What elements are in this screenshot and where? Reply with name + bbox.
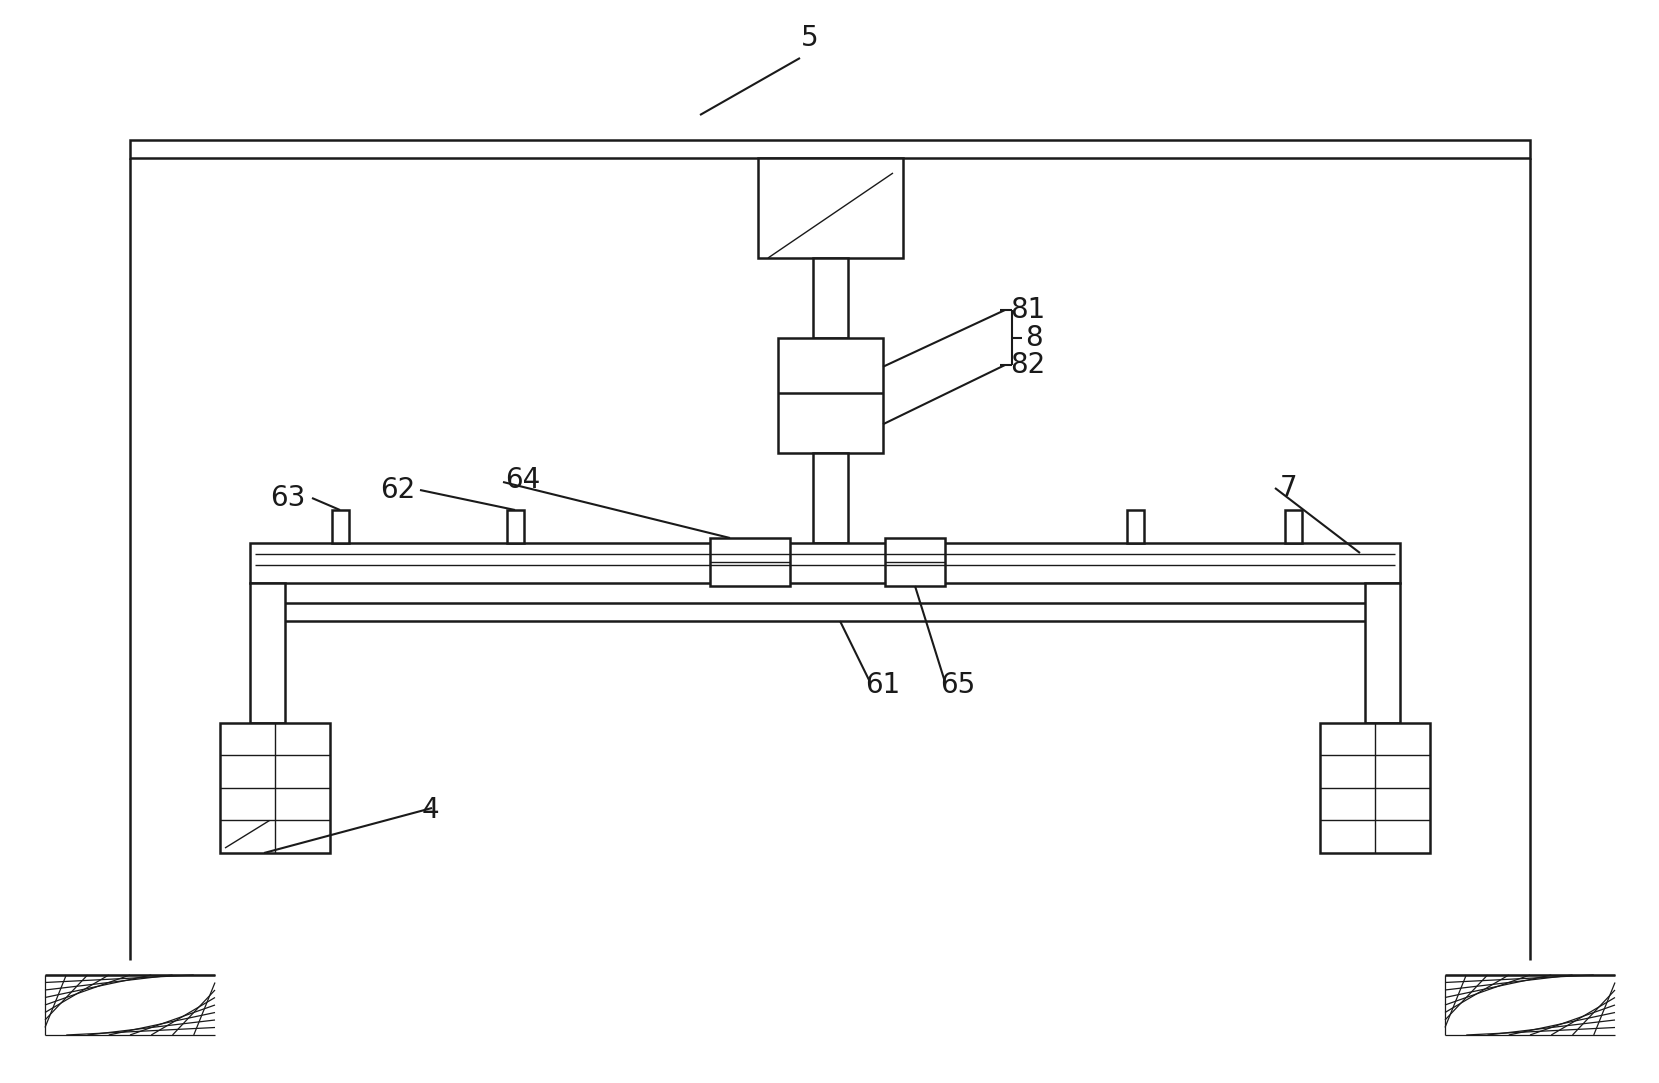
Text: 65: 65 [941,671,975,699]
Bar [1126,510,1145,543]
Bar [813,258,848,338]
Bar [710,538,790,586]
Bar [129,140,1530,158]
Bar [884,538,946,586]
Bar [251,583,285,723]
Bar [251,543,1400,583]
Bar [1321,723,1430,853]
Bar [758,158,902,258]
Bar [813,453,848,543]
Text: 64: 64 [504,466,541,494]
Text: 81: 81 [1010,296,1045,324]
Bar [221,723,330,853]
Text: 5: 5 [801,24,820,52]
Bar [259,603,1392,621]
Text: 62: 62 [380,477,415,504]
Bar [332,510,348,543]
Bar [1286,510,1302,543]
Bar [778,338,883,453]
Text: 82: 82 [1010,351,1045,379]
Text: 7: 7 [1281,474,1297,503]
Text: 61: 61 [864,671,901,699]
Bar [1365,583,1400,723]
Bar [508,510,524,543]
Text: 63: 63 [270,484,305,512]
Text: 8: 8 [1025,324,1042,352]
Text: 4: 4 [421,796,440,824]
